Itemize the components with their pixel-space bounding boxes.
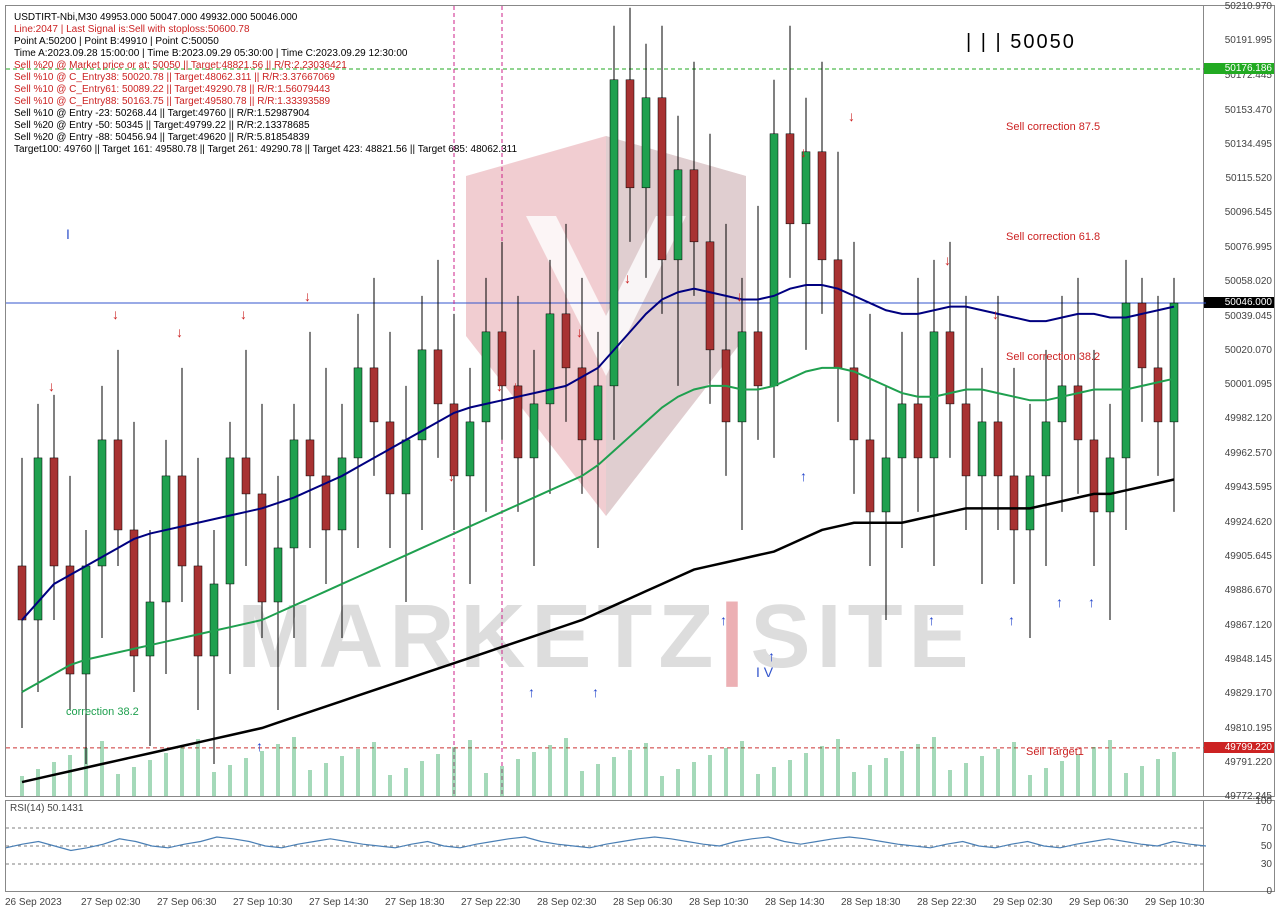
time-tick: 28 Sep 10:30 [689, 897, 749, 908]
arrow-down-icon: ↓ [496, 378, 503, 394]
time-tick: 28 Sep 06:30 [613, 897, 673, 908]
price-tick: 50001.095 [1206, 379, 1272, 390]
price-tick: 49848.145 [1206, 654, 1272, 665]
rsi-tick: 50 [1206, 841, 1272, 852]
price-tick: 49924.620 [1206, 517, 1272, 528]
info-line6: Sell %10 @ C_Entry38: 50020.78 || Target… [14, 72, 517, 84]
info-line5: Sell %20 @ Market price or at: 50050 || … [14, 60, 517, 72]
corr-382: correction 38.2 [66, 706, 139, 718]
sell-corr-618: Sell correction 61.8 [1006, 231, 1100, 243]
time-tick: 27 Sep 14:30 [309, 897, 369, 908]
price-tick: 49982.120 [1206, 413, 1272, 424]
price-tick: 49867.120 [1206, 620, 1272, 631]
price-tick: 49829.170 [1206, 688, 1272, 699]
time-tick: 27 Sep 18:30 [385, 897, 445, 908]
price-tick: 50134.495 [1206, 139, 1272, 150]
price-tick: 50191.995 [1206, 35, 1272, 46]
point-c-label: | | | 50050 [966, 31, 1076, 54]
arrow-down-icon: ↓ [736, 288, 743, 304]
arrow-up-icon: ↑ [1056, 594, 1063, 610]
arrow-down-icon: ↓ [512, 378, 519, 394]
price-tick: 50096.545 [1206, 207, 1272, 218]
arrow-up-icon: ↑ [256, 738, 263, 754]
arrow-up-icon: ↑ [768, 648, 775, 664]
price-chart[interactable]: MARKETZ|SITE USDTIRT-Nbi,M30 49953.000 5… [5, 5, 1207, 797]
arrow-down-icon: ↓ [944, 252, 951, 268]
price-tick: 50039.045 [1206, 311, 1272, 322]
sell-target1: Sell Target1 [1026, 746, 1084, 758]
arrow-down-icon: ↓ [800, 144, 807, 160]
time-tick: 28 Sep 02:30 [537, 897, 597, 908]
info-line9: Sell %10 @ Entry -23: 50268.44 || Target… [14, 108, 517, 120]
rsi-tick: 70 [1206, 823, 1272, 834]
time-tick: 26 Sep 2023 [5, 897, 62, 908]
rsi-canvas [6, 801, 1206, 891]
info-line2: Line:2047 | Last Signal is:Sell with sto… [14, 24, 517, 36]
price-tick: 50076.995 [1206, 242, 1272, 253]
rsi-panel[interactable]: RSI(14) 50.1431 [5, 800, 1207, 892]
time-axis: 26 Sep 2023 27 Sep 02:30 27 Sep 06:30 27 Se… [5, 893, 1275, 917]
info-line10: Sell %20 @ Entry -50: 50345 || Target:49… [14, 120, 517, 132]
arrow-down-icon: ↓ [448, 468, 455, 484]
arrow-down-icon: ↓ [48, 378, 55, 394]
price-tick: 50115.520 [1206, 173, 1272, 184]
info-line8: Sell %10 @ C_Entry88: 50163.75 || Target… [14, 96, 517, 108]
info-line12: Target100: 49760 || Target 161: 49580.78… [14, 144, 517, 156]
price-tag: 50176.186 [1204, 63, 1274, 74]
arrow-up-icon: ↑ [528, 684, 535, 700]
info-line3: Point A:50200 | Point B:49910 | Point C:… [14, 36, 517, 48]
seg-i: I [66, 226, 70, 242]
seg-iv: I V [756, 664, 773, 680]
info-line7: Sell %10 @ C_Entry61: 50089.22 || Target… [14, 84, 517, 96]
price-tick: 49962.570 [1206, 448, 1272, 459]
price-tag: 50046.000 [1204, 297, 1274, 308]
price-axis: 50210.97050191.99550172.44550153.4705013… [1203, 5, 1275, 797]
arrow-down-icon: ↓ [992, 306, 999, 322]
arrow-down-icon: ↓ [576, 324, 583, 340]
arrow-down-icon: ↓ [624, 270, 631, 286]
time-tick: 29 Sep 10:30 [1145, 897, 1205, 908]
price-tick: 50058.020 [1206, 276, 1272, 287]
time-tick: 28 Sep 18:30 [841, 897, 901, 908]
arrow-up-icon: ↑ [1008, 612, 1015, 628]
rsi-tick: 30 [1206, 859, 1272, 870]
arrow-up-icon: ↑ [592, 684, 599, 700]
sell-corr-382: Sell correction 38.2 [1006, 351, 1100, 363]
arrow-up-icon: ↑ [1088, 594, 1095, 610]
time-tick: 27 Sep 02:30 [81, 897, 141, 908]
price-tick: 50153.470 [1206, 105, 1272, 116]
arrow-down-icon: ↓ [112, 306, 119, 322]
arrow-down-icon: ↓ [176, 324, 183, 340]
rsi-axis: 1007050300 [1203, 800, 1275, 892]
info-line4: Time A:2023.09.28 15:00:00 | Time B:2023… [14, 48, 517, 60]
price-tick: 49905.645 [1206, 551, 1272, 562]
time-tick: 29 Sep 06:30 [1069, 897, 1129, 908]
info-symbol: USDTIRT-Nbi,M30 49953.000 50047.000 4993… [14, 12, 517, 24]
price-tick: 50210.970 [1206, 1, 1272, 12]
arrow-up-icon: ↑ [928, 612, 935, 628]
info-line11: Sell %20 @ Entry -88: 50456.94 || Target… [14, 132, 517, 144]
arrow-up-icon: ↑ [800, 468, 807, 484]
time-tick: 29 Sep 02:30 [993, 897, 1053, 908]
price-tick: 49943.595 [1206, 482, 1272, 493]
rsi-tick: 100 [1206, 796, 1272, 807]
sell-corr-875: Sell correction 87.5 [1006, 121, 1100, 133]
time-tick: 28 Sep 14:30 [765, 897, 825, 908]
price-tick: 50020.070 [1206, 345, 1272, 356]
arrow-down-icon: ↓ [240, 306, 247, 322]
time-tick: 27 Sep 22:30 [461, 897, 521, 908]
time-tick: 27 Sep 06:30 [157, 897, 217, 908]
price-tick: 49810.195 [1206, 723, 1272, 734]
arrow-down-icon: ↓ [304, 288, 311, 304]
price-tag: 49799.220 [1204, 742, 1274, 753]
time-tick: 28 Sep 22:30 [917, 897, 977, 908]
arrow-down-icon: ↓ [848, 108, 855, 124]
chart-header-info: USDTIRT-Nbi,M30 49953.000 50047.000 4993… [14, 12, 517, 156]
time-tick: 27 Sep 10:30 [233, 897, 293, 908]
price-tick: 49886.670 [1206, 585, 1272, 596]
price-tick: 49791.220 [1206, 757, 1272, 768]
arrow-up-icon: ↑ [720, 612, 727, 628]
